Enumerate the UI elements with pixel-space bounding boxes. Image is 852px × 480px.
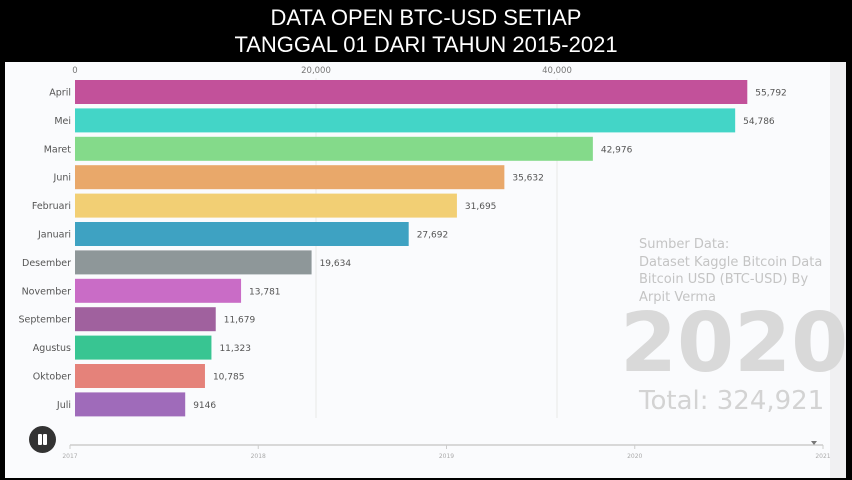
bar-juli — [75, 392, 186, 417]
category-label: Agustus — [33, 343, 71, 354]
value-label: 27,692 — [417, 231, 449, 241]
source-line: Arpit Verma — [639, 289, 716, 305]
category-label: Maret — [44, 144, 72, 155]
category-label: Oktober — [33, 372, 71, 383]
value-label: 10,785 — [213, 373, 245, 383]
category-label: Juni — [53, 173, 71, 184]
bar-april — [75, 80, 748, 104]
category-label: September — [18, 315, 71, 326]
timeline-label: 2018 — [251, 453, 266, 460]
bar-september — [75, 307, 216, 332]
value-label: 42,976 — [601, 145, 633, 155]
timeline-label: 2019 — [439, 453, 454, 460]
bar-november — [75, 278, 242, 303]
bar-januari — [75, 222, 409, 246]
timeline-label: 2020 — [627, 453, 642, 460]
category-label: Juli — [56, 400, 71, 411]
timeline-handle[interactable] — [811, 441, 817, 445]
x-tick-label: 0 — [72, 66, 77, 76]
category-label: November — [22, 286, 72, 297]
value-label: 31,695 — [465, 202, 497, 212]
total-label: Total: 324,921 — [639, 386, 825, 416]
timeline-label: 2021 — [815, 453, 830, 460]
bar-oktober — [75, 364, 205, 388]
x-tick-label: 40,000 — [542, 66, 572, 76]
bar-juni — [75, 165, 505, 190]
source-line: Dataset Kaggle Bitcoin Data — [639, 254, 823, 270]
bar-desember — [75, 250, 312, 275]
category-label: Desember — [22, 258, 71, 269]
value-label: 35,632 — [512, 174, 544, 184]
scrollbar[interactable] — [830, 62, 846, 478]
source-note: Sumber Data: Dataset Kaggle Bitcoin Data… — [639, 236, 822, 306]
value-label: 9146 — [193, 401, 216, 411]
value-label: 19,634 — [320, 259, 352, 269]
title-line-2: TANGGAL 01 DARI TAHUN 2015-2021 — [234, 32, 618, 57]
year-label: 2020 — [620, 296, 849, 391]
category-label: April — [49, 88, 71, 99]
video-title: DATA OPEN BTC-USD SETIAP TANGGAL 01 DARI … — [0, 4, 852, 58]
category-label: Mei — [54, 116, 71, 127]
category-label: Februari — [32, 201, 71, 212]
x-tick-label: 20,000 — [301, 66, 331, 76]
bar-mei — [75, 108, 736, 133]
value-label: 11,679 — [224, 316, 256, 326]
pause-button[interactable] — [29, 426, 56, 453]
value-label: 54,786 — [743, 117, 775, 127]
bar-februari — [75, 193, 457, 218]
bar-maret — [75, 136, 593, 161]
category-label: Januari — [37, 230, 71, 241]
value-label: 55,792 — [755, 89, 787, 99]
value-label: 11,323 — [219, 344, 251, 354]
source-line: Sumber Data: — [639, 237, 730, 252]
value-label: 13,781 — [249, 287, 280, 297]
source-line: Bitcoin USD (BTC-USD) By — [639, 272, 809, 287]
timeline-label: 2017 — [62, 453, 77, 460]
title-line-1: DATA OPEN BTC-USD SETIAP — [270, 5, 582, 30]
bar-agustus — [75, 335, 212, 360]
